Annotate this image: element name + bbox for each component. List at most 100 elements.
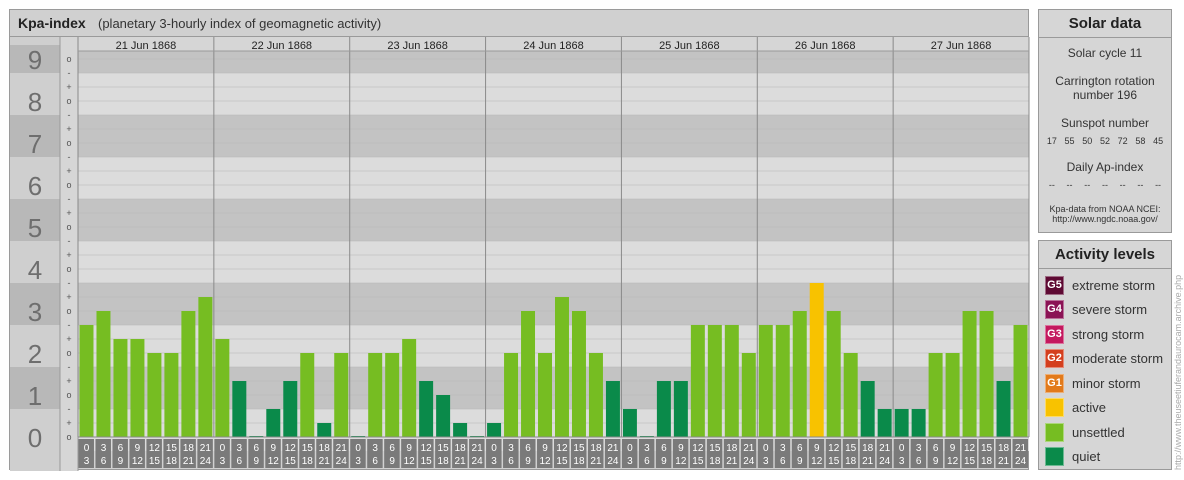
hour-end-label: 15	[285, 456, 297, 467]
kp-bar	[928, 353, 943, 437]
hour-end-label: 9	[389, 456, 395, 467]
hour-end-label: 3	[84, 456, 90, 467]
hour-start-label: 18	[183, 443, 195, 454]
ap-value: --	[1137, 180, 1144, 190]
hour-cell	[554, 439, 570, 468]
hour-cell	[570, 439, 587, 468]
day-label: 21 Jun 1868	[116, 40, 177, 52]
hour-cell	[910, 439, 927, 468]
kp-bar	[860, 381, 875, 437]
hour-cell	[723, 439, 740, 468]
kp-bar	[809, 282, 824, 437]
kp-bar	[130, 339, 145, 437]
sunspot-value: 45	[1153, 136, 1164, 146]
y-tick-label: 5	[28, 213, 42, 243]
kp-bar	[588, 353, 603, 437]
ap-index-values: -- -- -- -- -- -- --	[1039, 180, 1171, 190]
hour-end-label: 12	[539, 456, 551, 467]
hour-cell	[757, 439, 774, 468]
hour-start-label: 9	[542, 443, 548, 454]
y-tick-label: 0	[28, 423, 42, 453]
kp-bar	[402, 339, 417, 437]
hour-cell	[842, 439, 859, 468]
kp-bar	[215, 339, 230, 437]
hour-cell	[995, 439, 1012, 468]
hour-end-label: 3	[220, 456, 226, 467]
hour-end-label: 9	[933, 456, 939, 467]
kp-bar	[996, 381, 1011, 437]
hour-end-label: 3	[627, 456, 633, 467]
sub-tick-column	[60, 37, 78, 471]
sunspot-value: 55	[1064, 136, 1075, 146]
y-band	[78, 115, 1029, 157]
hour-end-label: 21	[455, 456, 467, 467]
hour-start-label: 21	[1015, 443, 1027, 454]
hour-end-label: 24	[336, 456, 348, 467]
solar-cycle: Solar cycle 11	[1067, 46, 1143, 60]
hour-start-label: 3	[101, 443, 107, 454]
sub-tick-label: +	[66, 418, 71, 428]
kp-bar	[843, 353, 858, 437]
hour-cell	[876, 439, 893, 468]
hour-start-label: 0	[355, 443, 361, 454]
kp-bar	[707, 324, 722, 437]
hour-start-label: 21	[336, 443, 348, 454]
hour-cell	[672, 439, 689, 468]
hour-start-label: 15	[166, 443, 178, 454]
sunspot-value: 50	[1082, 136, 1093, 146]
y-band	[78, 283, 1029, 325]
hour-cell	[825, 439, 842, 468]
y-band-label-bg	[10, 199, 60, 241]
hour-start-label: 0	[627, 443, 633, 454]
day-header-row	[78, 37, 1029, 51]
y-band-label-bg	[10, 241, 60, 283]
level-moderate-storm: G2 moderate storm	[1045, 348, 1163, 368]
hour-end-label: 18	[981, 456, 993, 467]
hour-start-label: 0	[84, 443, 90, 454]
level-label: unsettled	[1072, 424, 1125, 440]
hour-start-label: 6	[797, 443, 803, 454]
level-swatch	[1045, 446, 1064, 466]
sub-tick-label: o	[66, 432, 71, 442]
hour-end-label: 3	[763, 456, 769, 467]
activity-levels-title: Activity levels	[1039, 241, 1171, 269]
hour-cell	[503, 439, 519, 468]
y-band-label-bg	[10, 409, 60, 451]
hour-start-label: 21	[472, 443, 484, 454]
y-band-label-bg	[10, 157, 60, 199]
kp-bar	[792, 311, 807, 437]
sunspot-value: 72	[1117, 136, 1128, 146]
hour-start-label: 21	[743, 443, 755, 454]
sub-tick-label: -	[68, 362, 71, 372]
hour-cell	[808, 439, 825, 468]
hour-start-label: 21	[200, 443, 212, 454]
watermark-text: http://www.theuseetiuferandaurocam.archi…	[1173, 274, 1183, 470]
hour-start-label: 15	[302, 443, 314, 454]
hour-start-label: 6	[525, 443, 531, 454]
y-tick-label: 1	[28, 381, 42, 411]
watermark: http://www.theuseetiuferandaurocam.archi…	[1173, 244, 1183, 470]
y-band-label-bg	[10, 115, 60, 157]
hour-cell	[1012, 439, 1028, 468]
hour-start-label: 3	[644, 443, 650, 454]
level-label: quiet	[1072, 448, 1101, 464]
kp-bar	[877, 408, 892, 437]
hour-end-label: 12	[404, 456, 416, 467]
sub-tick-label: +	[66, 334, 71, 344]
hour-cell	[452, 439, 468, 468]
hour-start-label: 9	[135, 443, 141, 454]
y-tick-label: 6	[28, 171, 42, 201]
solar-data-title: Solar data	[1039, 10, 1171, 38]
sub-tick-label: +	[66, 166, 71, 176]
hour-end-label: 21	[862, 456, 874, 467]
hour-start-label: 0	[220, 443, 226, 454]
hour-start-label: 0	[899, 443, 905, 454]
ap-value: --	[1066, 180, 1073, 190]
ap-value: --	[1155, 180, 1162, 190]
hour-start-label: 12	[556, 443, 568, 454]
hour-cell	[927, 439, 944, 468]
source-note-line-2: http://www.ngdc.noaa.gov/	[1052, 214, 1158, 224]
kp-bar	[605, 381, 620, 437]
hour-cell	[146, 439, 162, 468]
kp-bar	[504, 353, 519, 437]
